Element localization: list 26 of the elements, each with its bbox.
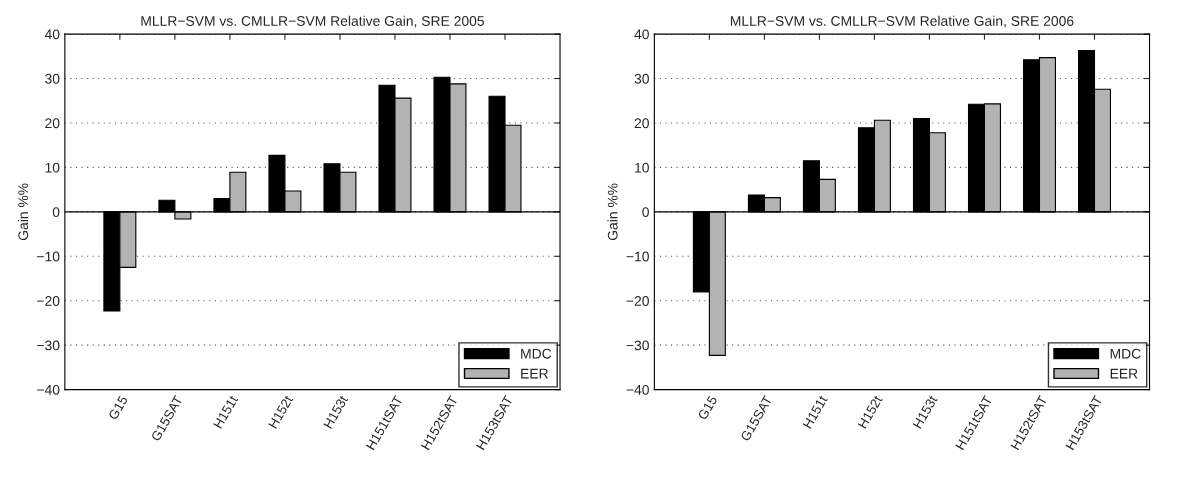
y-tick-label: 30 bbox=[45, 73, 60, 84]
y-tick-label: 40 bbox=[634, 29, 649, 40]
y-tick-label: 40 bbox=[44, 29, 60, 40]
legend-label: MDC bbox=[521, 348, 552, 359]
y-tick-label: 10 bbox=[45, 162, 60, 173]
legend-label: EER bbox=[1110, 368, 1138, 379]
legend-label: EER bbox=[521, 368, 548, 379]
y-tick-label: 20 bbox=[45, 118, 60, 129]
y-tick-label: −20 bbox=[37, 296, 60, 306]
legend-label: MDC bbox=[1110, 348, 1141, 359]
y-tick-label: −40 bbox=[626, 384, 649, 395]
y-axis-title: Gain %% bbox=[607, 183, 618, 241]
chart-title: MLLR−SVM vs. CMLLR−SVM Relative Gain, SRE 2006 bbox=[730, 15, 1074, 28]
y-tick-label: 0 bbox=[52, 207, 60, 218]
y-tick-label: −10 bbox=[37, 251, 60, 262]
y-tick-label: −30 bbox=[37, 340, 60, 351]
y-tick-label: −40 bbox=[37, 384, 60, 395]
y-tick-label: −10 bbox=[626, 251, 649, 262]
y-axis-title: Gain %% bbox=[17, 183, 29, 241]
y-tick-label: 20 bbox=[634, 118, 649, 129]
y-tick-label: 10 bbox=[635, 162, 649, 173]
chart-title: MLLR−SVM vs. CMLLR−SVM Relative Gain, SRE 2005 bbox=[141, 15, 484, 28]
y-tick-label: −30 bbox=[626, 340, 649, 351]
y-tick-label: −20 bbox=[626, 296, 649, 306]
y-tick-label: 0 bbox=[642, 207, 649, 218]
y-tick-label: 30 bbox=[634, 73, 649, 84]
